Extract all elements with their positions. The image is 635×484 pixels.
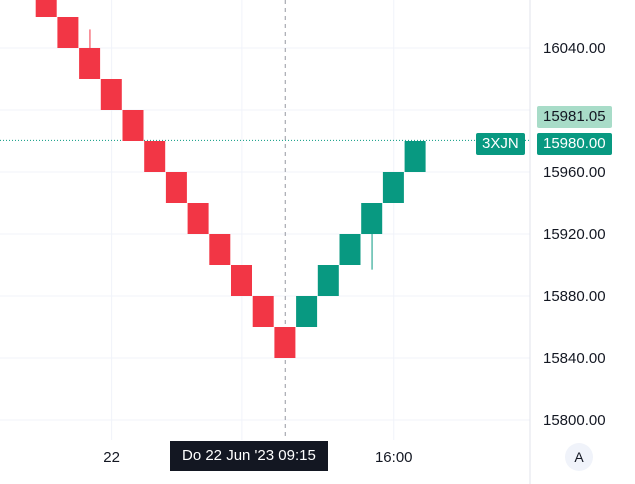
renko-brick-down [209, 234, 231, 265]
renko-brick-up [317, 265, 339, 296]
renko-brick-up [382, 172, 404, 203]
renko-brick-down [100, 79, 122, 110]
price-tick-label: 15800.00 [543, 412, 606, 429]
time-tick-label: 22 [103, 449, 120, 466]
crosshair-time-tooltip: Do 22 Jun '23 09:15 [170, 441, 328, 471]
renko-brick-down [187, 203, 209, 234]
renko-brick-down [79, 48, 101, 79]
renko-brick-down [274, 327, 296, 358]
bricks [35, 0, 426, 358]
renko-brick-down [165, 172, 187, 203]
renko-brick-down [122, 110, 144, 141]
price-tick-label: 15880.00 [543, 288, 606, 305]
renko-brick-down [57, 17, 79, 48]
price-tick-label: 16040.00 [543, 40, 606, 57]
auto-scale-button[interactable]: A [565, 443, 593, 471]
renko-brick-down [144, 141, 166, 172]
renko-brick-up [339, 234, 361, 265]
time-axis[interactable]: 22 16:00 [103, 449, 412, 466]
renko-brick-down [252, 296, 274, 327]
last-price-badge: 15980.00 [537, 133, 612, 155]
renko-brick-up [404, 141, 426, 172]
price-tick-label: 15960.00 [543, 164, 606, 181]
renko-brick-up [296, 296, 318, 327]
renko-brick-down [231, 265, 252, 296]
symbol-badge: 3XJN [476, 133, 525, 155]
price-tick-label: 15840.00 [543, 350, 606, 367]
renko-brick-up [361, 203, 383, 234]
price-axis[interactable]: 15800.00 15840.00 15880.00 15920.00 15960.00… [543, 40, 606, 429]
time-tick-label: 16:00 [375, 449, 413, 466]
price-line-label: 15981.05 [537, 106, 612, 128]
price-tick-label: 15920.00 [543, 226, 606, 243]
renko-brick-down [35, 0, 57, 17]
